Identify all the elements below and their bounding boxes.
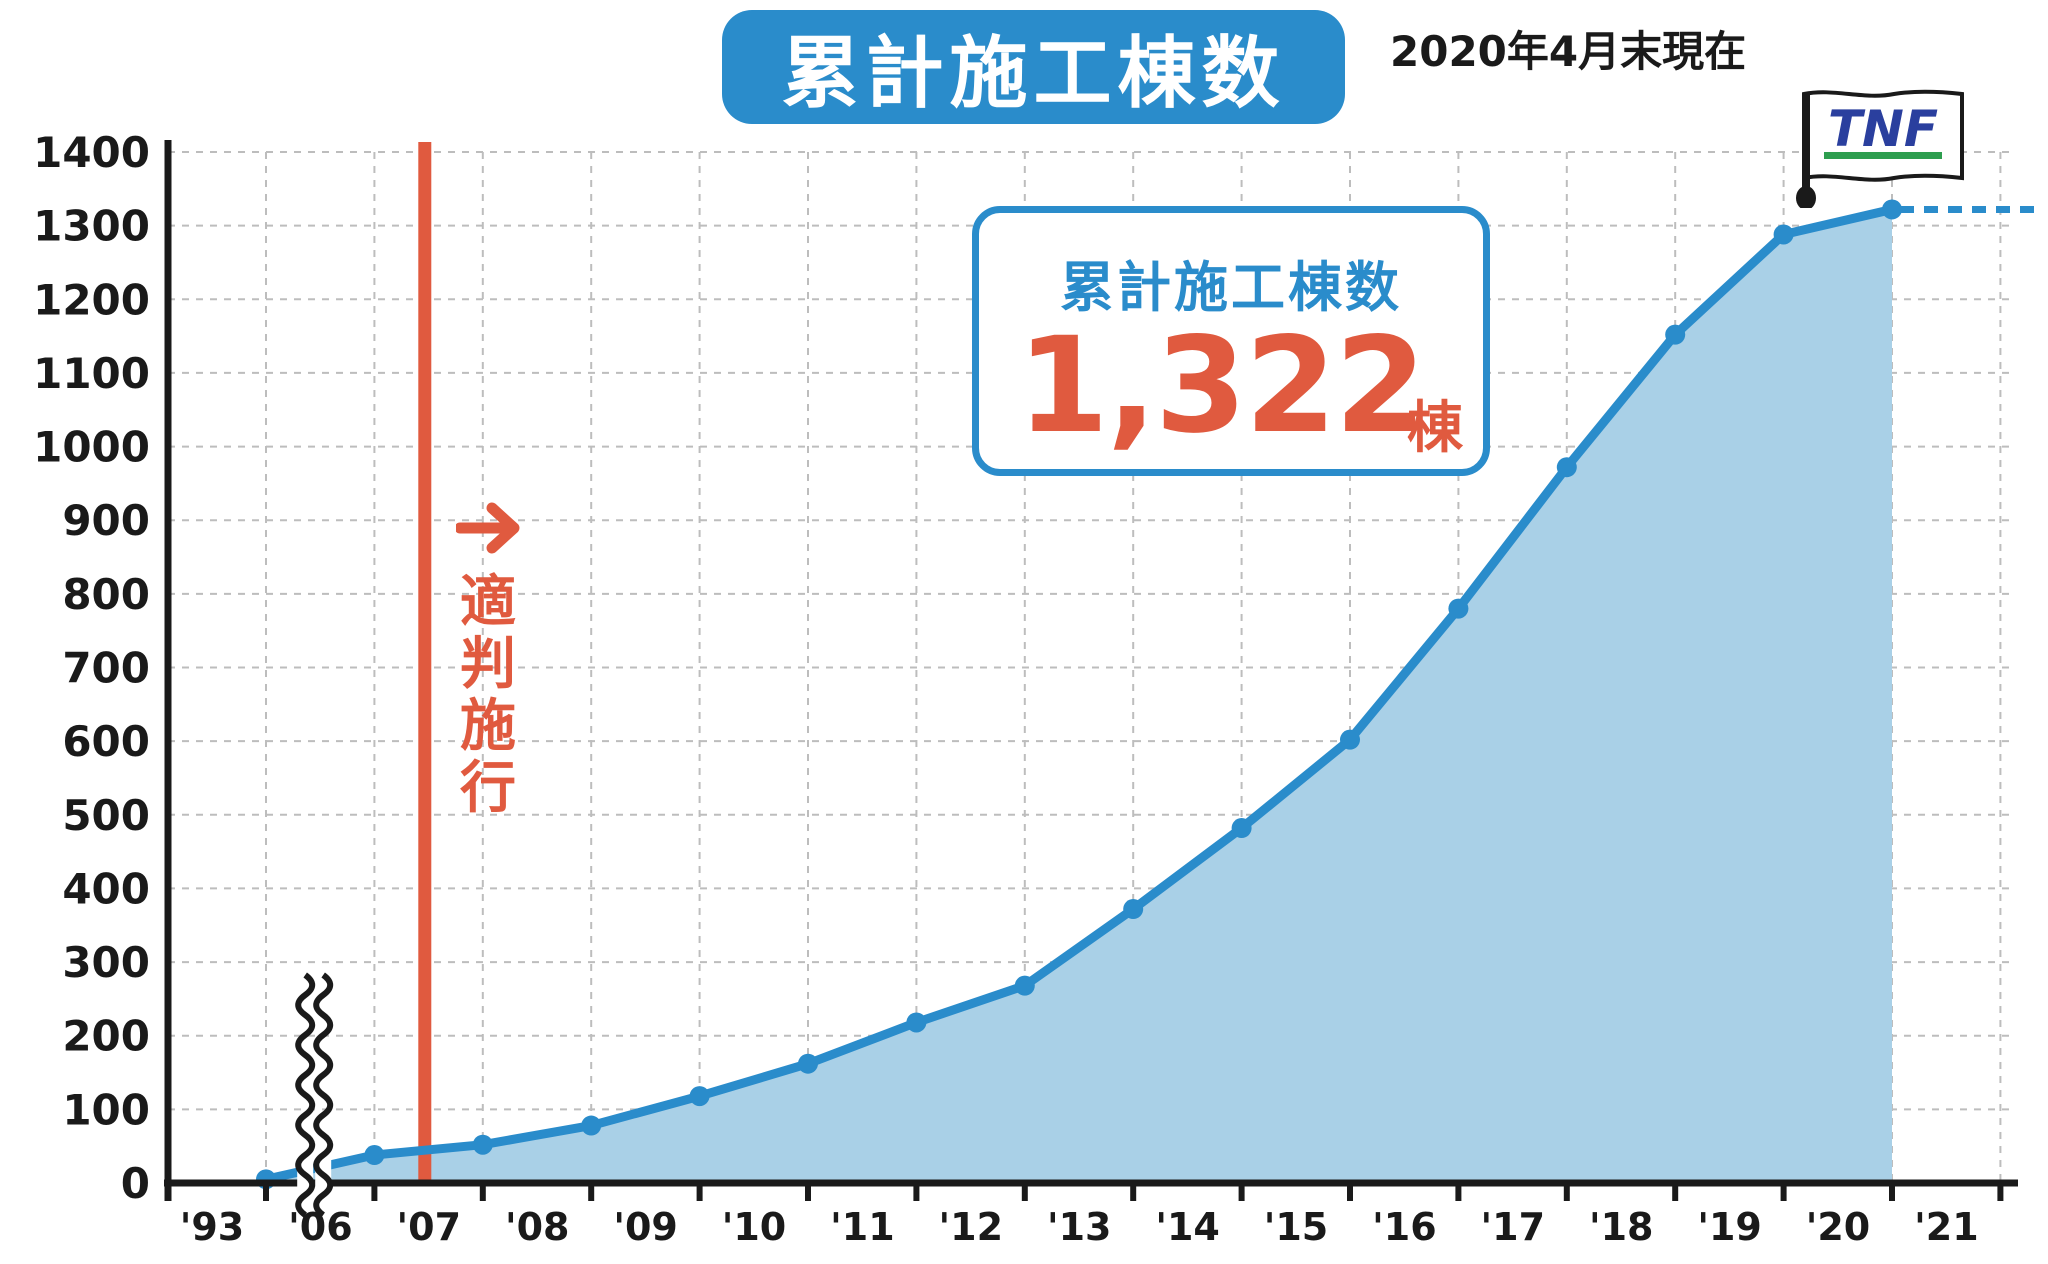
right-arrow-icon <box>456 502 520 554</box>
data-point <box>1773 224 1794 245</box>
series-line-layer <box>256 199 2034 1190</box>
as-of-date: 2020年4月末現在 <box>1390 27 1747 76</box>
event-label: 適判施行 <box>458 572 518 820</box>
x-tick-label: '17 <box>1481 1205 1546 1249</box>
data-point <box>1340 729 1360 750</box>
x-tick-label: '08 <box>505 1205 570 1249</box>
total-callout-unit: 棟 <box>1407 396 1463 461</box>
y-tick-label: 1400 <box>33 128 150 177</box>
data-point <box>581 1115 602 1136</box>
total-callout-value: 1,322 <box>1017 309 1427 463</box>
data-point <box>1556 457 1577 478</box>
tnf-flag-icon: TNF <box>1796 89 1964 208</box>
x-tick-label: '16 <box>1372 1205 1437 1249</box>
total-callout-label: 累計施工棟数 <box>1060 256 1402 319</box>
series-line <box>265 205 1894 1184</box>
x-tick-label: '12 <box>939 1205 1004 1249</box>
y-tick-label: 100 <box>62 1085 150 1134</box>
flag-text: TNF <box>1828 100 1938 158</box>
series-area <box>266 209 1892 1184</box>
x-tick-label: '20 <box>1806 1205 1871 1249</box>
y-tick-label: 300 <box>62 938 150 987</box>
y-tick-label: 1200 <box>33 275 150 324</box>
x-tick-label: '15 <box>1264 1205 1329 1249</box>
y-tick-label: 200 <box>62 1012 150 1061</box>
x-tick-label: '10 <box>722 1205 787 1249</box>
x-tick-label: '18 <box>1589 1205 1654 1249</box>
x-tick-label: '21 <box>1914 1205 1979 1249</box>
y-tick-label: 500 <box>62 791 150 840</box>
axes <box>164 140 2018 1201</box>
y-tick-labels: 0 100 200 300 400 500 600 700 800 900 1000 1100 1200… <box>33 128 150 1208</box>
data-point <box>798 1053 818 1074</box>
area-fill-layer <box>266 209 1892 1184</box>
x-tick-label: '13 <box>1047 1205 1112 1249</box>
y-tick-label: 400 <box>62 864 150 913</box>
x-tick-label: '14 <box>1155 1205 1220 1249</box>
y-tick-label: 600 <box>62 717 150 766</box>
y-tick-label: 800 <box>62 570 150 619</box>
event-label-text: 適判施行 <box>460 570 516 821</box>
x-tick-label: '93 <box>180 1205 245 1249</box>
y-tick-label: 900 <box>62 496 150 545</box>
y-tick-label: 700 <box>62 644 150 693</box>
data-point <box>1014 975 1035 996</box>
chart-title-pill: 累計施工棟数 <box>722 10 1345 124</box>
data-point <box>1882 199 1902 220</box>
y-tick-label: 1300 <box>33 202 150 251</box>
axis-break-mark <box>295 972 334 1218</box>
data-point <box>1665 324 1686 345</box>
x-tick-label: '09 <box>613 1205 678 1249</box>
data-point <box>1448 598 1469 619</box>
x-tick-label: '07 <box>397 1205 462 1249</box>
y-tick-label: 1100 <box>33 349 150 398</box>
x-tick-labels: '93'06'07'08'09'10'11'12'13'14'15'16'17 '… <box>180 1205 1979 1249</box>
axis-break-wave <box>295 972 316 1218</box>
y-tick-label: 0 <box>121 1159 150 1208</box>
x-tick-label: '11 <box>830 1205 895 1249</box>
total-callout-box: 累計施工棟数 1,322 棟 <box>972 206 1490 476</box>
data-point <box>1123 899 1144 920</box>
data-point <box>364 1145 385 1166</box>
x-tick-label: '19 <box>1697 1205 1762 1249</box>
axis-break-wave <box>313 972 334 1218</box>
chart-title: 累計施工棟数 <box>781 29 1286 119</box>
data-point <box>689 1086 710 1107</box>
data-point <box>472 1134 493 1155</box>
data-point <box>906 1012 927 1033</box>
data-point <box>1231 818 1252 839</box>
y-tick-label: 1000 <box>33 423 150 472</box>
